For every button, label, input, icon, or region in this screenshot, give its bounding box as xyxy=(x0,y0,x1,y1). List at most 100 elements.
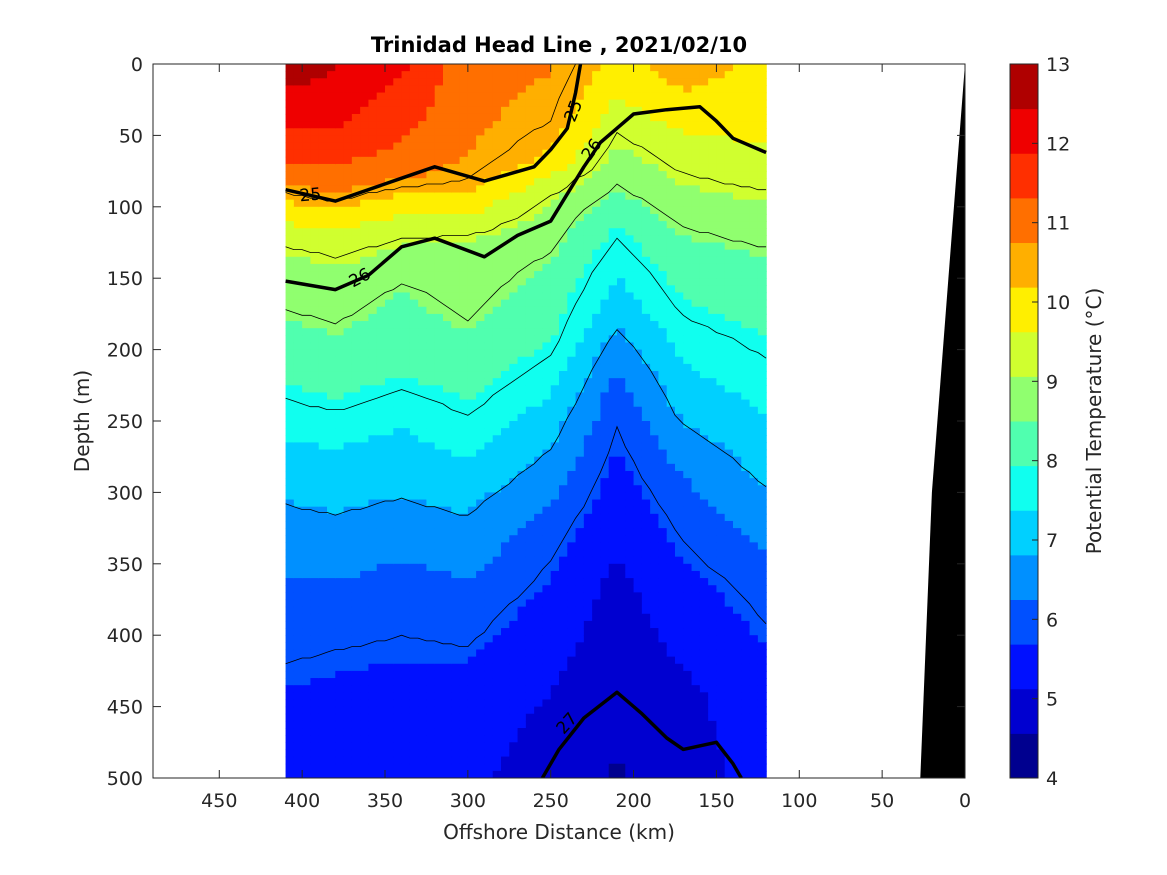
temperature-cell xyxy=(467,285,477,294)
temperature-cell xyxy=(393,670,403,679)
temperature-cell xyxy=(409,78,419,87)
temperature-cell xyxy=(592,656,602,665)
temperature-cell xyxy=(691,299,701,308)
temperature-cell xyxy=(327,499,336,508)
temperature-cell xyxy=(310,306,320,315)
temperature-cell xyxy=(666,113,676,122)
temperature-cell xyxy=(683,399,693,408)
temperature-cell xyxy=(633,770,643,778)
temperature-cell xyxy=(501,299,510,308)
temperature-cell xyxy=(683,406,693,415)
temperature-cell xyxy=(691,335,701,344)
temperature-cell xyxy=(285,385,295,394)
temperature-cell xyxy=(583,71,593,79)
temperature-cell xyxy=(302,563,312,572)
temperature-cell xyxy=(393,492,403,501)
temperature-cell xyxy=(293,606,303,615)
temperature-cell xyxy=(525,356,535,365)
temperature-cell xyxy=(641,749,651,758)
temperature-cell xyxy=(617,206,626,215)
temperature-cell xyxy=(600,121,610,129)
temperature-cell xyxy=(484,428,494,436)
temperature-cell xyxy=(550,363,560,372)
temperature-cell xyxy=(658,399,668,408)
temperature-cell xyxy=(318,749,328,758)
temperature-cell xyxy=(492,163,502,172)
temperature-cell xyxy=(409,185,419,194)
temperature-cell xyxy=(393,421,403,429)
temperature-cell xyxy=(633,135,643,144)
temperature-cell xyxy=(658,249,668,258)
temperature-cell xyxy=(385,92,394,101)
temperature-cell xyxy=(550,228,560,236)
temperature-cell xyxy=(318,392,328,401)
temperature-cell xyxy=(542,570,552,579)
temperature-cell xyxy=(401,642,411,651)
temperature-cell xyxy=(525,470,535,479)
temperature-cell xyxy=(327,535,336,543)
temperature-cell xyxy=(302,428,312,436)
temperature-cell xyxy=(567,313,577,322)
temperature-cell xyxy=(559,699,568,708)
temperature-cell xyxy=(409,463,419,472)
temperature-cell xyxy=(525,556,535,565)
temperature-cell xyxy=(434,699,444,708)
temperature-cell xyxy=(675,528,684,536)
temperature-cell xyxy=(600,306,610,315)
temperature-cell xyxy=(401,499,411,508)
temperature-cell xyxy=(600,206,610,215)
temperature-cell xyxy=(351,342,361,351)
temperature-cell xyxy=(459,392,469,401)
temperature-cell xyxy=(575,506,585,515)
temperature-cell xyxy=(691,620,701,629)
temperature-cell xyxy=(583,171,593,179)
temperature-cell xyxy=(517,156,527,165)
temperature-cell xyxy=(608,513,618,522)
temperature-cell xyxy=(683,99,693,108)
temperature-cell xyxy=(542,506,552,515)
temperature-cell xyxy=(401,606,411,615)
temperature-cell xyxy=(550,713,560,722)
temperature-cell xyxy=(683,156,693,165)
temperature-cell xyxy=(492,599,502,608)
temperature-cell xyxy=(509,99,519,108)
temperature-cell xyxy=(492,392,502,401)
temperature-cell xyxy=(318,271,328,279)
temperature-cell xyxy=(666,206,676,215)
temperature-cell xyxy=(650,99,660,108)
temperature-cell xyxy=(641,699,651,708)
temperature-cell xyxy=(691,406,701,415)
temperature-cell xyxy=(434,349,444,358)
temperature-cell xyxy=(641,178,651,186)
temperature-cell xyxy=(434,670,444,679)
temperature-cell xyxy=(658,78,668,87)
temperature-cell xyxy=(608,406,618,415)
temperature-cell xyxy=(683,135,693,144)
temperature-cell xyxy=(360,556,370,565)
temperature-cell xyxy=(360,221,370,229)
temperature-cell xyxy=(641,556,651,565)
temperature-cell xyxy=(583,342,593,351)
temperature-cell xyxy=(683,328,693,336)
temperature-cell xyxy=(517,242,527,251)
temperature-cell xyxy=(625,678,635,686)
temperature-cell xyxy=(650,178,660,186)
temperature-cell xyxy=(418,371,428,379)
temperature-cell xyxy=(409,642,419,651)
temperature-cell xyxy=(691,385,701,394)
temperature-cell xyxy=(509,78,519,87)
temperature-cell xyxy=(617,328,626,336)
temperature-cell xyxy=(418,199,428,208)
temperature-cell xyxy=(343,635,353,643)
temperature-cell xyxy=(418,685,428,693)
temperature-cell xyxy=(633,492,643,501)
temperature-cell xyxy=(534,563,544,572)
temperature-cell xyxy=(641,128,651,136)
temperature-cell xyxy=(409,728,419,736)
temperature-cell xyxy=(542,606,552,615)
temperature-cell xyxy=(517,670,527,679)
temperature-cell xyxy=(650,528,660,536)
temperature-cell xyxy=(650,535,660,543)
temperature-cell xyxy=(525,285,535,294)
temperature-cell xyxy=(293,313,303,322)
